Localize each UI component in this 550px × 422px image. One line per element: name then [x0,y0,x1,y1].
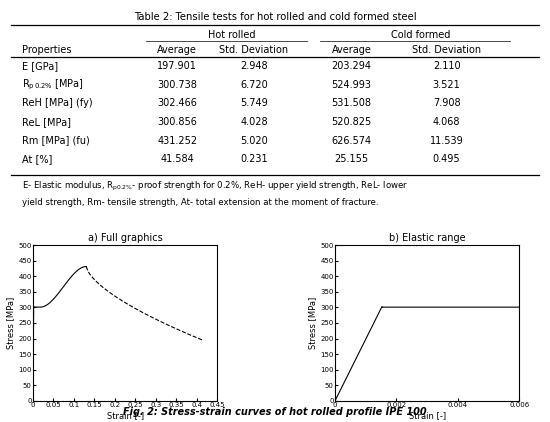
Text: E [GPa]: E [GPa] [21,61,58,71]
Y-axis label: Stress [MPa]: Stress [MPa] [7,297,15,349]
Text: 524.993: 524.993 [332,80,372,90]
Text: 0.231: 0.231 [240,154,268,164]
X-axis label: Strain [-]: Strain [-] [107,411,144,420]
Text: 300.738: 300.738 [157,80,197,90]
Text: ReH [MPa] (fy): ReH [MPa] (fy) [21,98,92,108]
Text: yield strength, Rm- tensile strength, At- total extension at the moment of fract: yield strength, Rm- tensile strength, At… [21,197,378,207]
X-axis label: Strain [-]: Strain [-] [409,411,446,420]
Text: Std. Deviation: Std. Deviation [219,45,288,55]
Text: 25.155: 25.155 [334,154,368,164]
Y-axis label: Stress [MPa]: Stress [MPa] [309,297,317,349]
Text: Std. Deviation: Std. Deviation [412,45,481,55]
Text: 302.466: 302.466 [157,98,197,108]
Text: At [%]: At [%] [21,154,52,164]
Text: 626.574: 626.574 [332,135,372,146]
Text: 300.856: 300.856 [157,117,197,127]
Text: Properties: Properties [21,45,71,55]
Text: 5.020: 5.020 [240,135,268,146]
Text: 431.252: 431.252 [157,135,197,146]
Text: 2.948: 2.948 [240,61,268,71]
Text: 2.110: 2.110 [433,61,460,71]
Text: 41.584: 41.584 [161,154,194,164]
Text: 4.068: 4.068 [433,117,460,127]
Text: Fig. 2: Stress-strain curves of hot rolled profile IPE 100: Fig. 2: Stress-strain curves of hot roll… [123,407,427,417]
Text: 4.028: 4.028 [240,117,268,127]
Text: 520.825: 520.825 [332,117,372,127]
Text: 6.720: 6.720 [240,80,268,90]
Text: Rm [MPa] (fu): Rm [MPa] (fu) [21,135,89,146]
Text: Hot rolled: Hot rolled [208,30,255,41]
Text: Table 2: Tensile tests for hot rolled and cold formed steel: Table 2: Tensile tests for hot rolled an… [134,12,416,22]
Text: ReL [MPa]: ReL [MPa] [21,117,70,127]
Text: 0.495: 0.495 [433,154,460,164]
Text: Average: Average [332,45,371,55]
Text: 197.901: 197.901 [157,61,197,71]
Title: b) Elastic range: b) Elastic range [389,233,465,243]
Text: E- Elastic modulus, R$_{\mathregular{p0.2\%}}$- proof strength for 0.2%, ReH- up: E- Elastic modulus, R$_{\mathregular{p0.… [21,180,408,193]
Text: Cold formed: Cold formed [390,30,450,41]
Title: a) Full graphics: a) Full graphics [88,233,163,243]
Text: R$_{\mathregular{p\,0.2\%}}$ [MPa]: R$_{\mathregular{p\,0.2\%}}$ [MPa] [21,78,84,92]
Text: 7.908: 7.908 [433,98,460,108]
Text: 5.749: 5.749 [240,98,268,108]
Text: Average: Average [157,45,197,55]
Text: 3.521: 3.521 [433,80,460,90]
Text: 531.508: 531.508 [332,98,372,108]
Text: 203.294: 203.294 [332,61,372,71]
Text: 11.539: 11.539 [430,135,464,146]
